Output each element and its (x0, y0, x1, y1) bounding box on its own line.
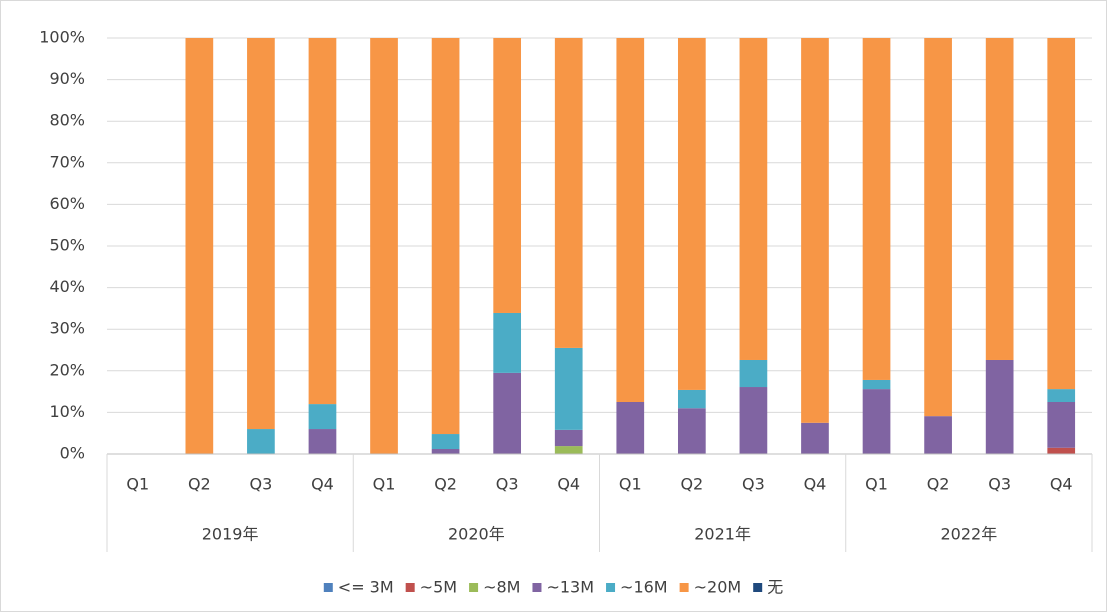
y-tick-label: 0% (60, 444, 85, 463)
x-tick-label: Q2 (680, 475, 703, 494)
bar-segment (985, 359, 1014, 454)
bar-segment (1047, 447, 1076, 454)
bar-segment (493, 312, 522, 373)
x-tick-label: Q2 (434, 475, 457, 494)
legend-label: ~16M (620, 578, 668, 597)
bar-segment (616, 38, 645, 402)
y-tick-label: 30% (49, 319, 85, 338)
x-tick-label: Q1 (619, 475, 642, 494)
legend-label: ~8M (483, 578, 520, 597)
y-tick-label: 80% (49, 111, 85, 130)
group-label: 2021年 (694, 525, 751, 544)
bar-segment (862, 38, 891, 380)
y-tick-label: 90% (49, 69, 85, 88)
x-tick-label: Q1 (373, 475, 396, 494)
bar-segment (554, 38, 583, 348)
legend-label: ~5M (420, 578, 457, 597)
bar-segment (739, 387, 768, 454)
x-tick-label: Q3 (496, 475, 519, 494)
bar-segment (493, 372, 522, 454)
bar-segment (801, 422, 829, 454)
legend-label: <= 3M (338, 578, 394, 597)
bar-segment (924, 416, 952, 454)
bar-segment (862, 379, 891, 390)
bar-segment (1047, 402, 1076, 448)
group-label: 2022年 (941, 525, 998, 544)
x-tick-label: Q4 (804, 475, 827, 494)
bar-segment (1047, 389, 1076, 402)
bar-segment (1047, 38, 1076, 390)
bar-segment (431, 449, 460, 454)
y-tick-label: 70% (49, 152, 85, 171)
y-tick-label: 50% (49, 236, 85, 255)
group-label: 2019年 (202, 525, 259, 544)
x-tick-label: Q1 (126, 475, 149, 494)
bar-segment (431, 434, 460, 450)
group-label: 2020年 (448, 525, 505, 544)
y-tick-label: 20% (49, 360, 85, 379)
bar-segment (616, 402, 645, 454)
legend-label: ~13M (546, 578, 594, 597)
bar-segment (308, 429, 337, 454)
bar-segment (801, 38, 829, 423)
bar-segment (308, 404, 337, 430)
legend-swatch (405, 583, 415, 592)
x-tick-label: Q2 (927, 475, 950, 494)
bar-segment (493, 38, 522, 313)
bar-segment (247, 429, 275, 454)
y-tick-label: 100% (39, 28, 85, 47)
legend-label: 无 (767, 578, 783, 597)
legend-swatch (532, 583, 542, 592)
x-tick-label: Q4 (557, 475, 580, 494)
x-tick-label: Q4 (311, 475, 334, 494)
legend-swatch (323, 583, 333, 592)
bar-segment (677, 408, 706, 454)
bar-segment (739, 359, 768, 388)
x-tick-label: Q3 (250, 475, 273, 494)
bar-segment (370, 38, 398, 454)
legend-swatch (469, 583, 479, 592)
legend-swatch (679, 583, 689, 592)
legend-swatch (606, 583, 616, 592)
x-tick-label: Q2 (188, 475, 211, 494)
bar-segment (677, 38, 706, 390)
x-tick-label: Q4 (1050, 475, 1073, 494)
bar-segment (862, 389, 891, 454)
bar-segment (185, 38, 214, 454)
bar-segment (554, 347, 583, 430)
x-tick-label: Q1 (865, 475, 888, 494)
y-tick-label: 60% (49, 194, 85, 213)
bar-segment (308, 38, 337, 405)
y-tick-label: 10% (49, 402, 85, 421)
bar-segment (554, 446, 583, 454)
bar-segment (739, 38, 768, 360)
y-tick-label: 40% (49, 277, 85, 296)
x-tick-label: Q3 (742, 475, 765, 494)
bar-segment (677, 389, 706, 409)
bar-segment (985, 38, 1014, 360)
x-tick-label: Q3 (988, 475, 1011, 494)
legend-label: ~20M (694, 578, 742, 597)
bar-segment (247, 38, 275, 430)
bar-segment (554, 429, 583, 447)
bar-segment (924, 38, 952, 417)
legend-swatch (753, 583, 763, 592)
bar-segment (431, 38, 460, 435)
